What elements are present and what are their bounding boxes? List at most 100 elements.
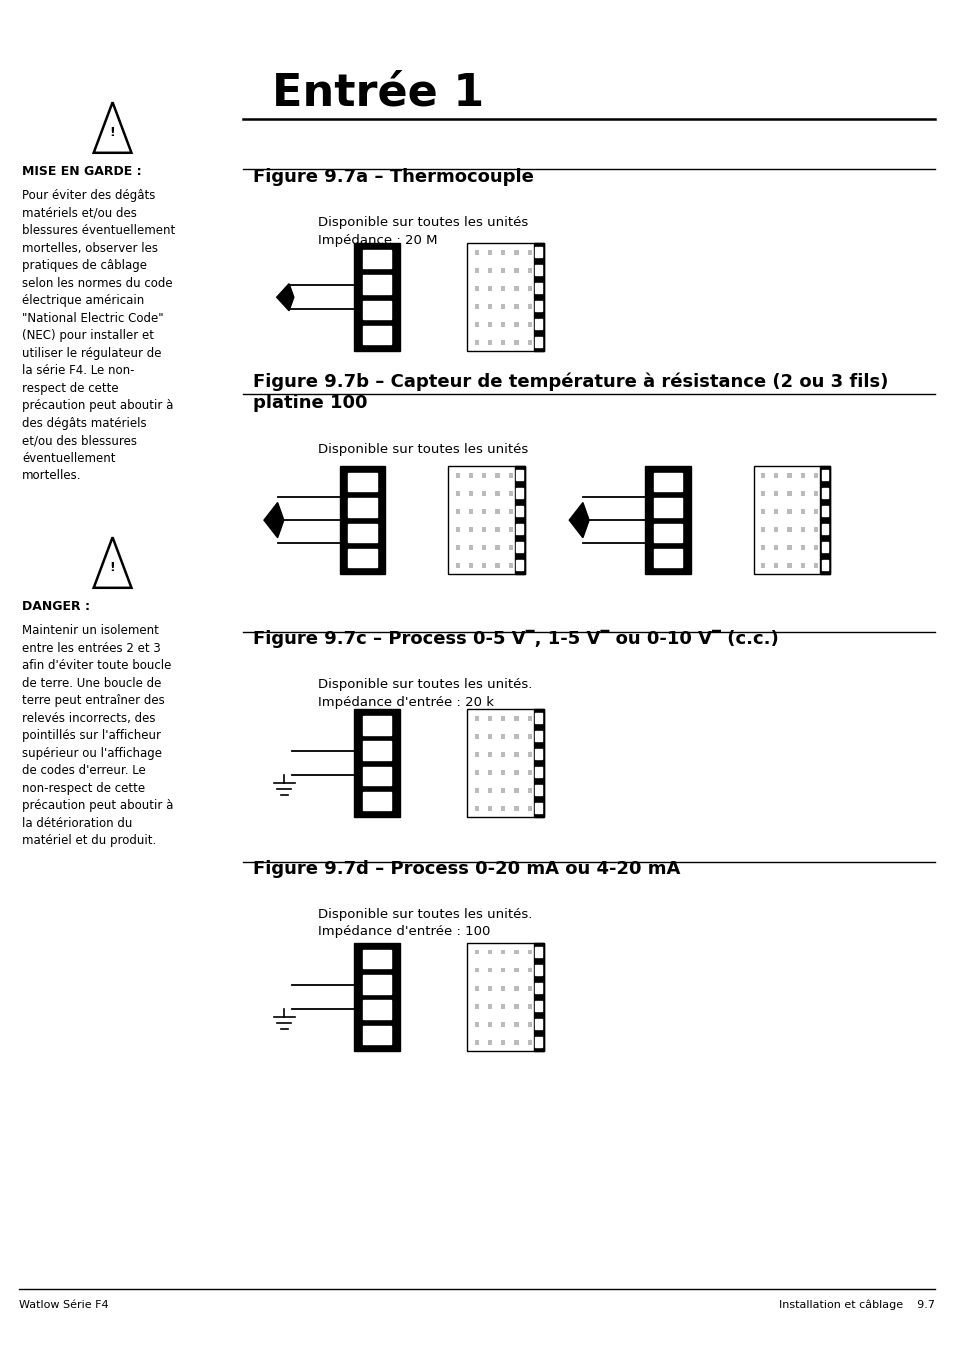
FancyBboxPatch shape (475, 770, 478, 774)
FancyBboxPatch shape (475, 788, 478, 793)
FancyBboxPatch shape (773, 473, 778, 477)
FancyBboxPatch shape (773, 490, 778, 496)
FancyBboxPatch shape (500, 340, 505, 345)
FancyBboxPatch shape (475, 967, 478, 973)
FancyBboxPatch shape (527, 950, 532, 954)
FancyBboxPatch shape (820, 466, 829, 574)
FancyBboxPatch shape (475, 304, 478, 308)
Text: Maintenir un isolement
entre les entrées 2 et 3
afin d'éviter toute boucle
de te: Maintenir un isolement entre les entrées… (22, 624, 173, 847)
FancyBboxPatch shape (527, 322, 532, 327)
FancyBboxPatch shape (475, 340, 478, 345)
FancyBboxPatch shape (481, 527, 486, 531)
FancyBboxPatch shape (468, 473, 473, 477)
FancyBboxPatch shape (813, 544, 818, 550)
FancyBboxPatch shape (500, 950, 505, 954)
FancyBboxPatch shape (475, 753, 478, 757)
FancyBboxPatch shape (456, 544, 459, 550)
Polygon shape (569, 503, 588, 538)
FancyBboxPatch shape (516, 542, 522, 553)
FancyBboxPatch shape (487, 304, 492, 308)
FancyBboxPatch shape (456, 527, 459, 531)
FancyBboxPatch shape (487, 340, 492, 345)
FancyBboxPatch shape (821, 470, 827, 480)
FancyBboxPatch shape (514, 304, 518, 308)
FancyBboxPatch shape (362, 975, 391, 993)
FancyBboxPatch shape (760, 563, 764, 567)
Text: DANGER :: DANGER : (22, 600, 90, 613)
FancyBboxPatch shape (800, 563, 804, 567)
FancyBboxPatch shape (354, 943, 399, 1051)
FancyBboxPatch shape (653, 473, 681, 492)
FancyBboxPatch shape (514, 322, 518, 327)
FancyBboxPatch shape (535, 265, 541, 276)
FancyBboxPatch shape (514, 788, 518, 793)
FancyBboxPatch shape (354, 243, 399, 351)
FancyBboxPatch shape (800, 490, 804, 496)
FancyBboxPatch shape (535, 984, 541, 993)
FancyBboxPatch shape (813, 490, 818, 496)
Polygon shape (264, 503, 283, 538)
Text: Figure 9.7c – Process 0-5 V‾, 1-5 V‾ ou 0-10 V‾ (c.c.): Figure 9.7c – Process 0-5 V‾, 1-5 V‾ ou … (253, 631, 778, 648)
FancyBboxPatch shape (821, 507, 827, 516)
FancyBboxPatch shape (500, 250, 505, 254)
FancyBboxPatch shape (500, 286, 505, 290)
FancyBboxPatch shape (487, 1021, 492, 1027)
Polygon shape (276, 284, 294, 311)
FancyBboxPatch shape (500, 967, 505, 973)
FancyBboxPatch shape (535, 301, 541, 311)
FancyBboxPatch shape (487, 250, 492, 254)
FancyBboxPatch shape (527, 986, 532, 990)
FancyBboxPatch shape (535, 804, 541, 813)
FancyBboxPatch shape (821, 542, 827, 553)
FancyBboxPatch shape (760, 490, 764, 496)
FancyBboxPatch shape (500, 1004, 505, 1008)
FancyBboxPatch shape (508, 544, 513, 550)
FancyBboxPatch shape (760, 527, 764, 531)
FancyBboxPatch shape (527, 807, 532, 811)
FancyBboxPatch shape (487, 807, 492, 811)
FancyBboxPatch shape (813, 563, 818, 567)
FancyBboxPatch shape (786, 509, 791, 513)
FancyBboxPatch shape (487, 770, 492, 774)
FancyBboxPatch shape (527, 250, 532, 254)
FancyBboxPatch shape (487, 267, 492, 273)
FancyBboxPatch shape (500, 267, 505, 273)
FancyBboxPatch shape (535, 947, 541, 957)
FancyBboxPatch shape (515, 466, 524, 574)
FancyBboxPatch shape (487, 286, 492, 290)
FancyBboxPatch shape (535, 1001, 541, 1011)
FancyBboxPatch shape (516, 507, 522, 516)
FancyBboxPatch shape (527, 770, 532, 774)
FancyBboxPatch shape (508, 563, 513, 567)
FancyBboxPatch shape (500, 1040, 505, 1044)
FancyBboxPatch shape (362, 250, 391, 269)
FancyBboxPatch shape (535, 767, 541, 777)
FancyBboxPatch shape (362, 326, 391, 345)
FancyBboxPatch shape (535, 965, 541, 975)
FancyBboxPatch shape (535, 284, 541, 293)
FancyBboxPatch shape (475, 950, 478, 954)
FancyBboxPatch shape (534, 943, 543, 1051)
FancyBboxPatch shape (534, 709, 543, 817)
FancyBboxPatch shape (500, 716, 505, 720)
FancyBboxPatch shape (500, 753, 505, 757)
FancyBboxPatch shape (786, 563, 791, 567)
FancyBboxPatch shape (535, 247, 541, 257)
FancyBboxPatch shape (475, 716, 478, 720)
FancyBboxPatch shape (354, 709, 399, 817)
FancyBboxPatch shape (527, 267, 532, 273)
Text: Pour éviter des dégâts
matériels et/ou des
blessures éventuellement
mortelles, o: Pour éviter des dégâts matériels et/ou d… (22, 189, 175, 482)
FancyBboxPatch shape (786, 490, 791, 496)
FancyBboxPatch shape (786, 527, 791, 531)
FancyBboxPatch shape (362, 1001, 391, 1019)
FancyBboxPatch shape (534, 243, 543, 351)
FancyBboxPatch shape (362, 1025, 391, 1044)
FancyBboxPatch shape (500, 807, 505, 811)
Text: !: ! (110, 126, 115, 139)
FancyBboxPatch shape (773, 509, 778, 513)
FancyBboxPatch shape (348, 499, 376, 516)
FancyBboxPatch shape (821, 524, 827, 534)
FancyBboxPatch shape (475, 1021, 478, 1027)
FancyBboxPatch shape (362, 950, 391, 969)
FancyBboxPatch shape (362, 301, 391, 319)
